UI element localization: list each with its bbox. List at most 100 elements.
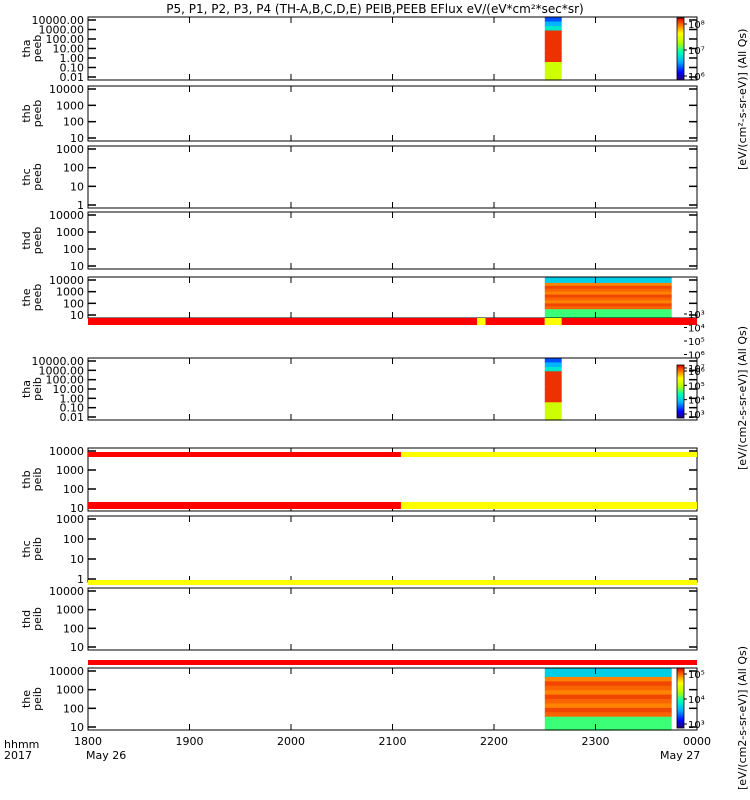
flag-bar-segment xyxy=(544,318,562,325)
spectrogram-cell-tha-peib-0-12 xyxy=(544,411,562,417)
spectrogram-cell-tha-peeb-0-9 xyxy=(544,57,562,63)
spectrogram-cell-tha-peeb-0-0 xyxy=(544,17,562,23)
y-tick-label-thd-peeb: 1000 xyxy=(56,226,84,239)
spectrogram-cell-tha-peeb-0-7 xyxy=(544,48,562,54)
y-tick-label-thb-peib: 10 xyxy=(70,502,84,515)
spectrogram-cell-tha-peib-0-3 xyxy=(544,371,562,377)
spectrogram-cell-the-peib-1-3 xyxy=(604,681,672,687)
spectrogram-cell-the-peeb-1-7 xyxy=(604,297,672,301)
colorbar-tick-label: 10⁷ xyxy=(688,364,705,375)
y-tick-label-tha-peib: 1000.00 xyxy=(39,364,85,377)
spectrogram-cell-the-peeb-1-5 xyxy=(604,291,672,296)
spectrogram-cell-the-peib-1-0 xyxy=(604,668,672,673)
spectrogram-cell-tha-peeb-0-13 xyxy=(544,75,562,81)
x-tick-label-2300: 2300 xyxy=(582,735,610,748)
colorbar-tick-label: 10⁶ xyxy=(688,72,705,83)
spectrogram-cell-the-peib-1-1 xyxy=(604,672,672,678)
colorbar-tick-label: 10⁶ xyxy=(688,351,705,362)
spectrogram-cell-the-peeb-1-11 xyxy=(604,309,672,313)
y-tick-label-thb-peeb: 10 xyxy=(70,132,84,145)
flag-bar-segment xyxy=(88,318,478,325)
colorbar-tick-label: 10⁴ xyxy=(688,695,705,706)
spectrogram-cell-the-peeb-0-9 xyxy=(544,303,613,307)
spectrogram-cell-tha-peeb-0-1 xyxy=(544,21,562,27)
flag-bar-segment xyxy=(400,502,697,509)
spectrogram-cell-the-peib-0-7 xyxy=(544,699,613,704)
y-tick-label-the-peeb: 10 xyxy=(70,309,84,322)
spectrogram-cell-the-peib-1-11 xyxy=(604,716,672,722)
spectrogram-cell-the-peeb-1-1 xyxy=(604,279,672,284)
y-tick-label-the-peeb: 10000 xyxy=(49,274,84,287)
spectrogram-cell-the-peeb-0-0 xyxy=(544,277,613,281)
flag-bar-segment xyxy=(485,318,545,325)
spectrogram-cell-the-peeb-1-12 xyxy=(604,312,672,316)
panel-frame-tha-peib xyxy=(87,357,698,421)
colorbar-title-middle: [eV/(cm2-s-sr-eV)] (All Qs) xyxy=(736,325,749,470)
spectrogram-cell-the-peeb-0-8 xyxy=(544,300,613,304)
flag-bar-segment xyxy=(88,580,697,585)
y-tick-label-the-peeb: 1000 xyxy=(56,286,84,299)
spectrogram-cell-tha-peeb-0-4 xyxy=(544,35,562,41)
date-label-start: May 26 xyxy=(86,749,127,762)
y-tick-label-thd-peib: 100 xyxy=(63,622,84,635)
colorbar-tick-label: 10⁴ xyxy=(688,324,705,335)
y-tick-label-tha-peib: 100.00 xyxy=(46,374,85,387)
y-tick-label-thb-peib: 10000 xyxy=(49,445,84,458)
spectrogram-cell-the-peeb-0-13 xyxy=(544,315,613,319)
spectrogram-cell-tha-peeb-0-8 xyxy=(544,53,562,59)
y-tick-label-the-peib: 100 xyxy=(63,702,84,715)
panel-frame-thb-peeb xyxy=(87,85,698,142)
colorbar-tick-label: 10⁵ xyxy=(688,381,705,392)
spectrogram-cell-tha-peib-0-1 xyxy=(544,362,562,368)
colorbar-tick-label: 10⁵ xyxy=(688,337,705,348)
y-tick-label-tha-peib: 1.00 xyxy=(60,392,85,405)
y-tick-label-tha-peeb: 10.00 xyxy=(53,43,85,56)
spectrogram-cell-the-peeb-1-4 xyxy=(604,288,672,293)
spectrogram-cell-the-peib-0-12 xyxy=(544,721,613,727)
y-tick-label-thc-peib: 1 xyxy=(77,573,84,586)
spectrogram-cell-the-peib-1-6 xyxy=(604,694,672,700)
y-tick-label-tha-peeb: 10000.00 xyxy=(32,14,85,27)
spectrogram-cell-the-peib-1-13 xyxy=(604,725,672,731)
spectrogram-cell-the-peeb-1-0 xyxy=(604,277,672,281)
spectrogram-cell-tha-peib-0-5 xyxy=(544,380,562,386)
colorbar-tick-label: 10³ xyxy=(688,410,705,421)
spectrogram-cell-the-peib-0-6 xyxy=(544,694,613,700)
spectrogram-cell-the-peib-0-4 xyxy=(544,685,613,691)
spectrogram-cell-tha-peib-0-4 xyxy=(544,375,562,381)
spectrogram-cell-tha-peeb-0-5 xyxy=(544,39,562,45)
y-tick-label-thd-peeb: 100 xyxy=(63,243,84,256)
panel-ylabel-tha-peib: thapeib xyxy=(20,377,44,401)
flag-bar-segment xyxy=(561,318,697,325)
panel-ylabel-thd-peeb: thdpeeb xyxy=(20,227,44,255)
spectrogram-cell-the-peeb-1-3 xyxy=(604,285,672,290)
x-tick-label-2100: 2100 xyxy=(379,735,407,748)
panel-ylabel-thc-peib: thcpeib xyxy=(20,537,44,561)
colorbar-3 xyxy=(676,667,685,729)
spectrogram-cell-the-peeb-0-10 xyxy=(544,306,613,310)
spectrogram-cell-the-peib-1-8 xyxy=(604,703,672,709)
y-tick-label-thc-peib: 10 xyxy=(70,553,84,566)
spectrogram-cell-the-peib-1-4 xyxy=(604,685,672,691)
spectrogram-cell-tha-peib-0-10 xyxy=(544,402,562,408)
spectrogram-cell-the-peeb-0-6 xyxy=(544,294,613,299)
spectrogram-cell-tha-peib-0-13 xyxy=(544,415,562,421)
spectrogram-cell-the-peib-0-8 xyxy=(544,703,613,709)
colorbar-tick-label: 10⁷ xyxy=(688,46,705,57)
spectrogram-cell-tha-peeb-0-12 xyxy=(544,71,562,77)
spectrogram-cell-tha-peeb-0-6 xyxy=(544,44,562,50)
y-tick-label-thb-peeb: 1000 xyxy=(56,99,84,112)
panel-frame-thd-peib xyxy=(87,587,698,651)
spectrogram-cell-tha-peib-0-8 xyxy=(544,393,562,399)
colorbar-tick-label: 10⁸ xyxy=(688,20,705,31)
colorbar-tick-label: 10⁴ xyxy=(688,396,705,407)
flag-bar-segment xyxy=(88,660,697,665)
colorbar-tick-label: 10³ xyxy=(688,310,705,321)
y-tick-label-tha-peeb: 1.00 xyxy=(60,52,85,65)
spectrogram-cell-the-peib-0-1 xyxy=(544,672,613,678)
spectrogram-cell-the-peib-0-9 xyxy=(544,707,613,713)
y-tick-label-thc-peib: 1000 xyxy=(56,513,84,526)
spectrogram-cell-the-peeb-0-3 xyxy=(544,285,613,290)
spectrogram-cell-the-peeb-0-7 xyxy=(544,297,613,301)
y-tick-label-thd-peeb: 10 xyxy=(70,260,84,273)
